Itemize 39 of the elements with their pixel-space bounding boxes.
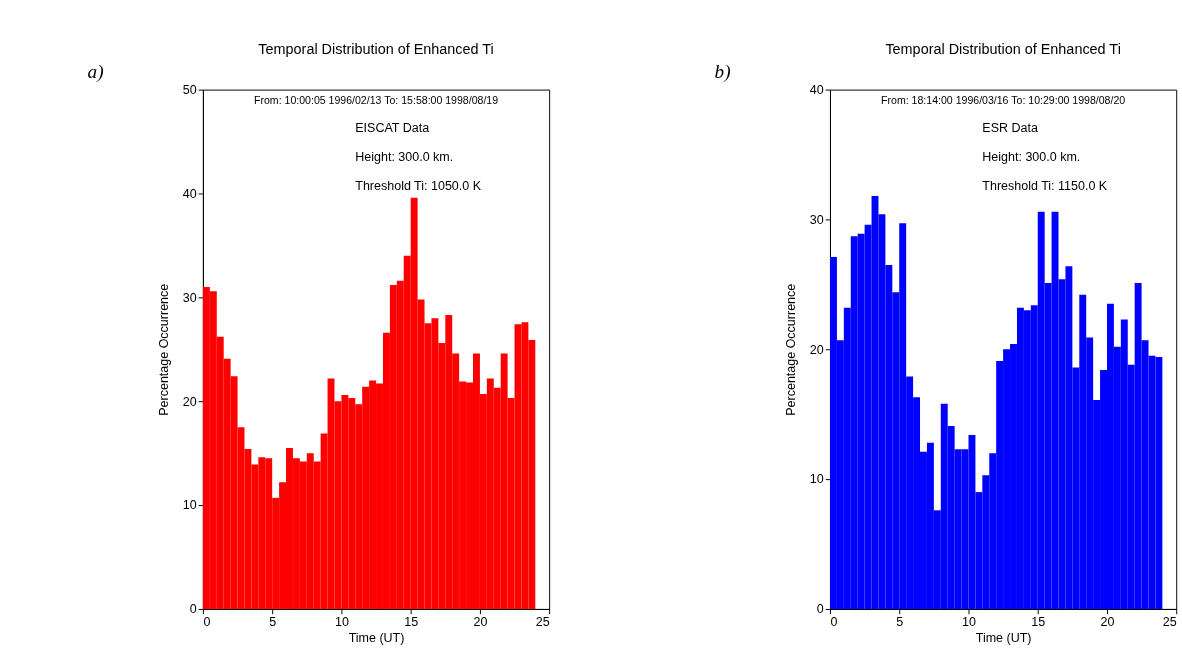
- y-tick-label: 0: [816, 602, 824, 617]
- annotation: From: 10:00:05 1996/02/13 To: 15:58:00 1998/08/19: [253, 94, 499, 107]
- y-tick-label: 30: [809, 212, 824, 227]
- x-tick-label: 5: [269, 614, 277, 629]
- annotation: Threshold Ti: 1050.0 K: [355, 178, 482, 193]
- x-tick-label: 15: [404, 614, 419, 629]
- y-axis-title: Percentage Occurrence: [157, 283, 172, 416]
- y-tick-label: 10: [182, 498, 197, 513]
- y-tick-label: 0: [189, 602, 197, 617]
- x-tick-label: 5: [896, 614, 904, 629]
- annotation: EISCAT Data: [355, 120, 430, 135]
- annotation: From: 18:14:00 1996/03/16 To: 10:29:00 1998/08/20: [881, 94, 1126, 107]
- y-tick-label: 20: [182, 394, 197, 409]
- x-axis-title: Time (UT): [348, 631, 405, 646]
- annotation: Threshold Ti: 1150.0 K: [982, 178, 1108, 193]
- x-tick-label: 0: [203, 614, 211, 629]
- x-tick-label: 20: [1100, 614, 1115, 629]
- x-tick-label: 25: [1162, 614, 1177, 629]
- y-axis-title: Percentage Occurrence: [784, 283, 799, 416]
- x-tick-label: 10: [334, 614, 349, 629]
- x-tick-label: 25: [535, 614, 550, 629]
- x-tick-label: 10: [962, 614, 976, 629]
- annotation: Height: 300.0 km.: [355, 149, 454, 164]
- y-tick-label: 10: [809, 472, 824, 487]
- chart-title: Temporal Distribution of Enhanced Ti: [258, 41, 494, 58]
- x-tick-label: 0: [830, 614, 838, 629]
- y-tick-label: 40: [182, 186, 197, 201]
- x-axis-title: Time (UT): [975, 631, 1032, 646]
- text: b): [714, 61, 731, 84]
- x-tick-label: 15: [1031, 614, 1046, 629]
- x-tick-label: 20: [473, 614, 488, 629]
- y-tick-label: 50: [182, 82, 197, 97]
- annotation: Height: 300.0 km.: [982, 149, 1081, 164]
- text: a): [87, 61, 104, 84]
- chart-title: Temporal Distribution of Enhanced Ti: [885, 41, 1121, 58]
- y-tick-label: 30: [182, 290, 197, 305]
- annotation: ESR Data: [982, 120, 1038, 135]
- y-tick-label: 20: [809, 342, 824, 357]
- y-tick-label: 40: [809, 82, 824, 97]
